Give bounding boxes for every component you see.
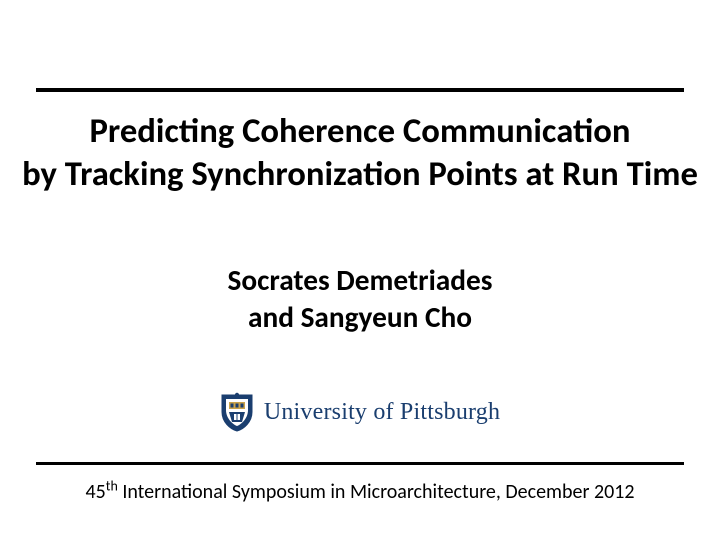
bottom-divider <box>36 462 684 465</box>
author-line-1: Socrates Demetriades <box>0 262 720 299</box>
institution-logo: University of Pittsburgh <box>0 392 720 432</box>
slide-title: Predicting Coherence Communication by Tr… <box>0 110 720 197</box>
title-slide: Predicting Coherence Communication by Tr… <box>0 0 720 540</box>
venue-ordinal-suffix: th <box>106 477 118 494</box>
author-line-2: and Sangyeun Cho <box>0 299 720 336</box>
venue-text: International Symposium in Microarchitec… <box>118 480 635 504</box>
institution-name: University of Pittsburgh <box>264 399 500 426</box>
title-line-2: by Tracking Synchronization Points at Ru… <box>0 153 720 196</box>
top-divider <box>36 88 684 92</box>
title-line-1: Predicting Coherence Communication <box>0 110 720 153</box>
shield-icon <box>220 392 254 432</box>
venue-ordinal-number: 45 <box>85 480 105 504</box>
authors: Socrates Demetriades and Sangyeun Cho <box>0 262 720 335</box>
venue: 45th International Symposium in Microarc… <box>0 480 720 504</box>
